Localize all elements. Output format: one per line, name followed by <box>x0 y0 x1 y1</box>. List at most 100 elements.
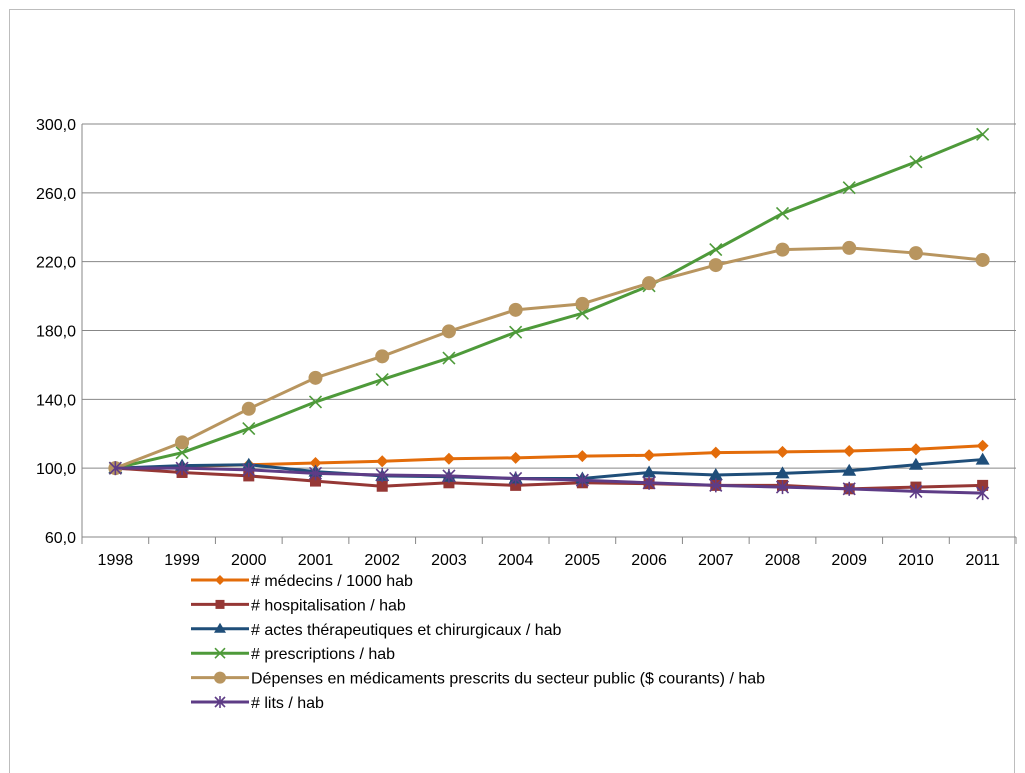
y-tick-label: 180,0 <box>36 324 76 341</box>
data-point <box>642 465 657 478</box>
legend: # médecins / 1000 hab # hospitalisation /… <box>191 573 765 712</box>
data-point <box>775 480 790 495</box>
data-point <box>708 258 723 273</box>
data-point <box>214 671 226 684</box>
x-tick-label: 2008 <box>765 552 801 569</box>
legend-item: # lits / hab <box>191 695 324 712</box>
data-point <box>309 457 322 470</box>
x-tick-label: 2007 <box>698 552 734 569</box>
data-point <box>441 324 456 339</box>
legend-item: # actes thérapeutiques et chirurgicaux /… <box>191 622 562 639</box>
x-tick-label: 2001 <box>298 552 334 569</box>
data-point <box>376 455 389 468</box>
legend-label: # lits / hab <box>251 695 324 712</box>
data-point <box>709 243 723 257</box>
data-point <box>375 349 390 364</box>
data-point <box>442 468 456 483</box>
data-point <box>108 461 122 476</box>
y-tick-label: 220,0 <box>36 255 76 272</box>
data-point <box>214 696 226 708</box>
x-tick-label: 2003 <box>431 552 467 569</box>
data-point <box>775 206 790 221</box>
data-point <box>909 155 923 169</box>
data-point <box>709 446 722 459</box>
x-tick-label: 1998 <box>98 552 134 569</box>
legend-label: # prescriptions / hab <box>251 646 395 663</box>
data-point <box>308 466 323 481</box>
y-tick-label: 140,0 <box>36 392 76 409</box>
data-point <box>843 444 856 457</box>
chart-frame <box>9 9 1015 773</box>
data-point <box>642 276 657 291</box>
data-point <box>215 599 225 609</box>
data-point <box>842 463 857 476</box>
data-point <box>310 475 321 487</box>
data-point <box>308 370 323 385</box>
data-point <box>842 181 856 195</box>
data-point <box>376 480 388 492</box>
data-point <box>242 462 256 477</box>
data-point <box>308 395 323 409</box>
data-point <box>976 127 990 141</box>
legend-label: # actes thérapeutiques et chirurgicaux /… <box>251 622 562 639</box>
x-tick-label: 2004 <box>498 552 534 569</box>
x-tick-label: 2000 <box>231 552 267 569</box>
data-point <box>215 575 225 585</box>
data-point <box>175 435 190 450</box>
series-line <box>114 246 983 470</box>
data-point <box>375 468 389 483</box>
series-5 <box>108 240 990 476</box>
y-tick-label: 260,0 <box>36 186 76 203</box>
legend-label: # médecins / 1000 hab <box>251 573 413 590</box>
x-tick-label: 2005 <box>565 552 601 569</box>
y-tick-label: 300,0 <box>36 117 76 134</box>
series-line <box>115 466 983 495</box>
data-point <box>375 372 389 387</box>
legend-label: # hospitalisation / hab <box>251 597 406 614</box>
data-point <box>842 481 856 496</box>
axes: 60,0 100,0 140,0 180,0 220,0 260,0 300,0 1998 19… <box>36 117 1017 569</box>
x-tick-label: 1999 <box>164 552 200 569</box>
data-point <box>842 240 857 255</box>
data-point <box>575 296 590 311</box>
data-point <box>214 647 226 659</box>
data-point <box>175 446 189 460</box>
y-tick-label: 60,0 <box>45 530 76 547</box>
data-point <box>975 452 990 465</box>
data-point <box>642 475 656 490</box>
data-point <box>975 252 990 267</box>
data-point <box>709 478 723 493</box>
data-point <box>242 422 256 436</box>
data-point <box>909 484 923 499</box>
legend-item: # prescriptions / hab <box>191 646 395 663</box>
data-point <box>509 471 523 486</box>
data-point <box>508 302 523 317</box>
data-point <box>442 452 455 465</box>
series-6 <box>108 461 990 501</box>
data-point <box>976 486 990 501</box>
data-point <box>575 473 589 488</box>
x-tick-label: 2006 <box>631 552 667 569</box>
data-point <box>509 325 523 339</box>
data-point <box>775 466 790 479</box>
data-point <box>214 622 226 633</box>
x-tick-label: 2010 <box>898 552 934 569</box>
y-tick-label: 100,0 <box>36 461 76 478</box>
data-point <box>576 450 589 463</box>
series-4 <box>108 127 990 475</box>
data-point <box>509 451 522 464</box>
data-point <box>241 401 256 416</box>
data-point <box>775 242 790 257</box>
data-point <box>908 246 923 261</box>
legend-item: Dépenses en médicaments prescrits du sec… <box>191 671 765 688</box>
data-point <box>708 468 723 481</box>
series-layer <box>108 127 990 501</box>
data-point <box>643 449 656 462</box>
x-tick-label: 2011 <box>965 552 1000 569</box>
legend-item: # médecins / 1000 hab <box>191 573 413 590</box>
legend-label: Dépenses en médicaments prescrits du sec… <box>251 671 765 688</box>
series-line <box>115 132 984 470</box>
legend-item: # hospitalisation / hab <box>191 597 406 614</box>
data-point <box>776 445 789 458</box>
